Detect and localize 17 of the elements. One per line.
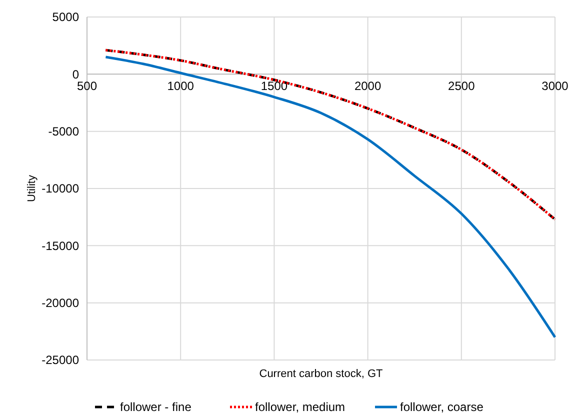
- y-tick-label: 5000: [52, 10, 80, 24]
- legend-label: follower - fine: [120, 400, 192, 414]
- x-tick-label: 2500: [448, 79, 476, 94]
- legend-label: follower, coarse: [400, 400, 484, 414]
- x-axis-title: Current carbon stock, GT: [259, 368, 384, 380]
- x-tick-label: 2000: [354, 79, 382, 94]
- x-tick-label: 1000: [167, 79, 194, 94]
- y-tick-label: -10000: [42, 182, 80, 196]
- x-tick-label: 500: [76, 79, 98, 94]
- x-tick-label: 3000: [542, 79, 569, 94]
- y-axis-title: Utility: [26, 174, 38, 202]
- legend-label: follower, medium: [255, 400, 346, 414]
- y-tick-label: -5000: [48, 124, 80, 139]
- y-tick-label: -20000: [42, 296, 80, 310]
- y-tick-label: -15000: [42, 238, 80, 253]
- y-tick-label: -25000: [42, 353, 80, 368]
- y-tick-label: 0: [72, 67, 80, 82]
